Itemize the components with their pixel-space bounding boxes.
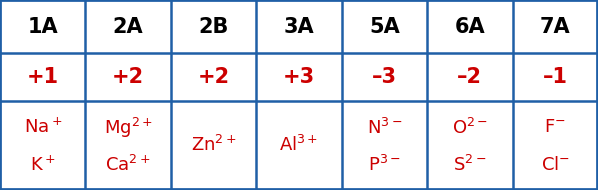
Text: 7A: 7A: [540, 17, 570, 37]
Text: +3: +3: [283, 67, 315, 87]
Text: 3A: 3A: [283, 17, 315, 37]
Text: –1: –1: [543, 67, 568, 87]
Text: Cl$^{-}$: Cl$^{-}$: [541, 156, 570, 174]
Text: 1A: 1A: [28, 17, 58, 37]
Text: 2A: 2A: [113, 17, 144, 37]
Text: O$^{2-}$: O$^{2-}$: [452, 117, 488, 138]
Text: S$^{2-}$: S$^{2-}$: [453, 155, 487, 175]
Text: +2: +2: [112, 67, 144, 87]
Text: F$^{-}$: F$^{-}$: [544, 119, 566, 136]
Text: K$^+$: K$^+$: [30, 155, 56, 175]
Text: Mg$^{2+}$: Mg$^{2+}$: [103, 116, 152, 139]
Text: 2B: 2B: [199, 17, 229, 37]
Text: –3: –3: [372, 67, 397, 87]
Text: Na$^+$: Na$^+$: [23, 118, 62, 137]
Text: 6A: 6A: [454, 17, 485, 37]
Text: N$^{3-}$: N$^{3-}$: [367, 117, 402, 138]
Text: +1: +1: [27, 67, 59, 87]
Text: P$^{3-}$: P$^{3-}$: [368, 155, 401, 175]
Text: Al$^{3+}$: Al$^{3+}$: [279, 135, 319, 155]
Text: 5A: 5A: [369, 17, 400, 37]
Text: Ca$^{2+}$: Ca$^{2+}$: [105, 155, 151, 175]
Text: +2: +2: [197, 67, 230, 87]
Text: Zn$^{2+}$: Zn$^{2+}$: [191, 135, 236, 155]
Text: –2: –2: [457, 67, 483, 87]
